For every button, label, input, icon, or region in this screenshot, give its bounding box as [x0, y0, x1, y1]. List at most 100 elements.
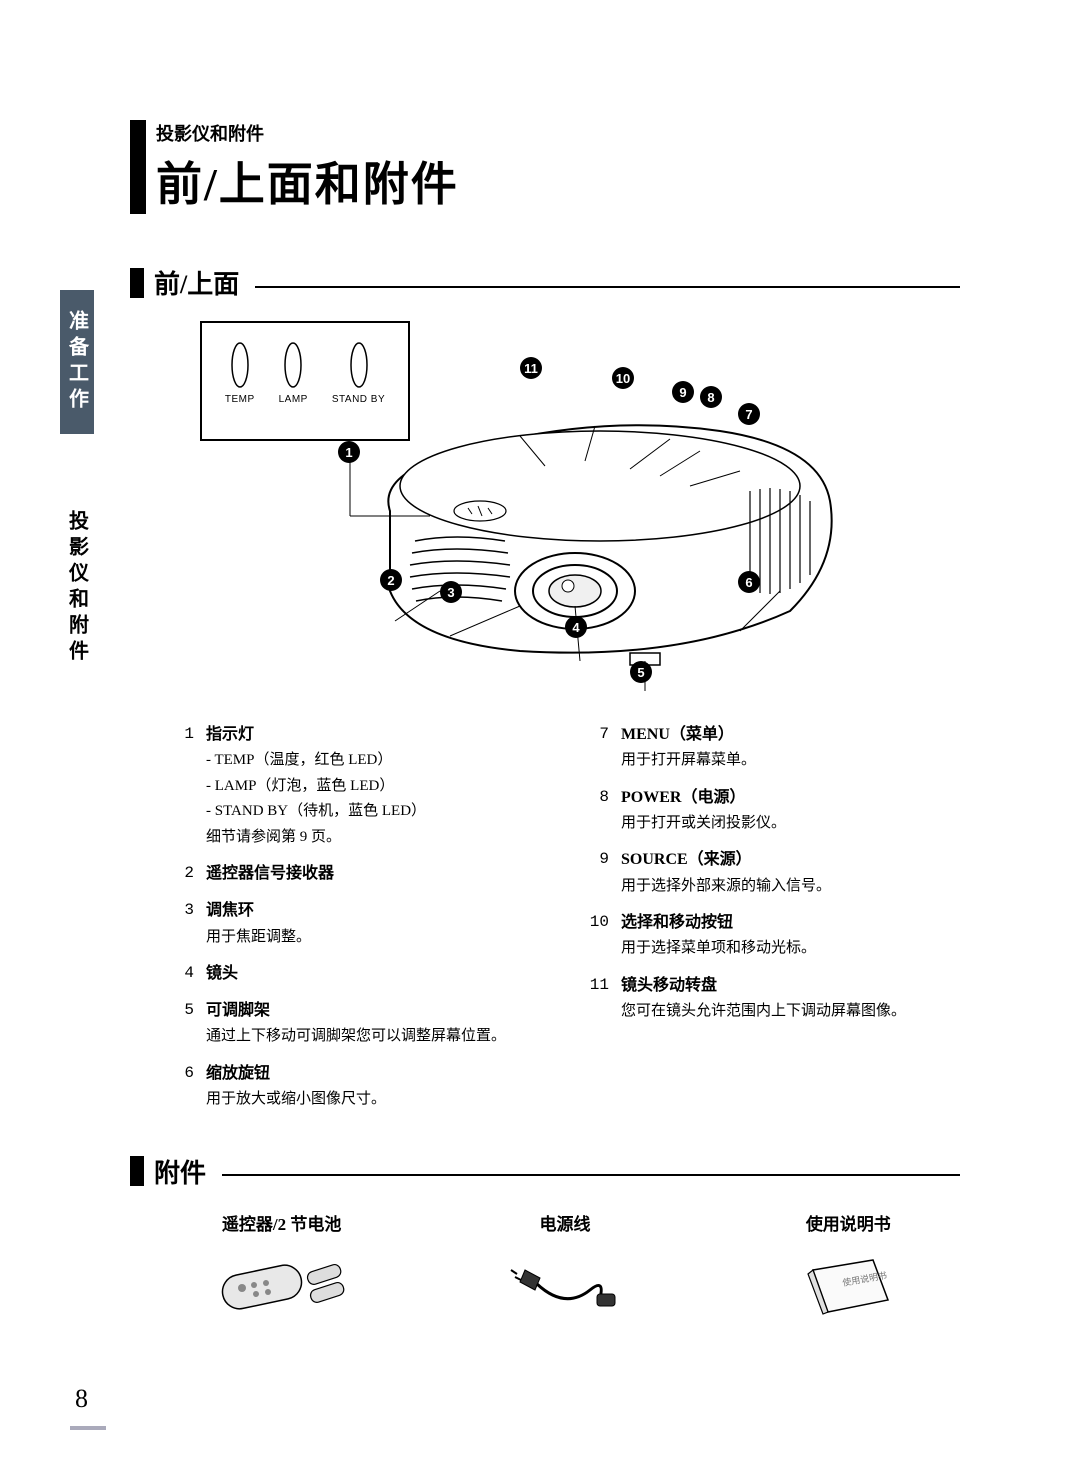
- feature-desc: - TEMP（温度，红色 LED）: [206, 748, 545, 774]
- feature-desc: 用于打开或关闭投影仪。: [621, 811, 960, 837]
- feature-number: 5: [170, 997, 194, 1050]
- feature-body: 选择和移动按钮用于选择菜单项和移动光标。: [621, 909, 960, 962]
- feature-title: 镜头: [206, 960, 545, 987]
- accessory-list: 遥控器/2 节电池 电源线: [170, 1210, 960, 1325]
- feature-number: 6: [170, 1060, 194, 1113]
- feature-body: 镜头移动转盘您可在镜头允许范围内上下调动屏幕图像。: [621, 972, 960, 1025]
- feature-item: 9SOURCE（来源）用于选择外部来源的输入信号。: [585, 846, 960, 899]
- feature-desc: 通过上下移动可调脚架您可以调整屏幕位置。: [206, 1024, 545, 1050]
- feature-desc: 用于选择菜单项和移动光标。: [621, 936, 960, 962]
- callout-6: 6: [738, 571, 760, 593]
- page-header: 投影仪和附件 前/上面和附件: [130, 120, 960, 214]
- side-tab-projector-label: 投影仪和附件: [63, 510, 92, 666]
- remote-icon: [170, 1245, 393, 1325]
- feature-item: 7MENU（菜单）用于打开屏幕菜单。: [585, 721, 960, 774]
- feature-item: 4 镜头: [170, 960, 545, 987]
- feature-body: 遥控器信号接收器: [206, 860, 545, 887]
- accent-bar-icon: [130, 268, 144, 298]
- feature-title: SOURCE（来源）: [621, 846, 960, 873]
- section1-heading: 前/上面: [154, 264, 239, 301]
- led-lamp-label: LAMP: [279, 394, 308, 405]
- feature-item: 2 遥控器信号接收器: [170, 860, 545, 887]
- feature-desc: 您可在镜头允许范围内上下调动屏幕图像。: [621, 999, 960, 1025]
- feature-number: 2: [170, 860, 194, 887]
- feature-body: MENU（菜单）用于打开屏幕菜单。: [621, 721, 960, 774]
- section-front-top: 前/上面: [130, 264, 960, 301]
- callout-9: 9: [672, 381, 694, 403]
- accessory-power-title: 电源线: [453, 1210, 676, 1235]
- side-tab-prep: 准备工作: [60, 290, 94, 434]
- feature-title: 可调脚架: [206, 997, 545, 1024]
- feature-body: 镜头: [206, 960, 545, 987]
- accessory-manual-title: 使用说明书: [737, 1210, 960, 1235]
- led-temp: TEMP: [225, 342, 255, 405]
- led-lamp: LAMP: [279, 342, 308, 405]
- feature-desc: 用于放大或缩小图像尺寸。: [206, 1087, 545, 1113]
- feature-body: 调焦环用于焦距调整。: [206, 897, 545, 950]
- feature-item: 8POWER（电源）用于打开或关闭投影仪。: [585, 784, 960, 837]
- feature-col-right: 7MENU（菜单）用于打开屏幕菜单。8POWER（电源）用于打开或关闭投影仪。9…: [585, 721, 960, 1123]
- callout-11: 11: [520, 357, 542, 379]
- divider: [255, 286, 960, 288]
- feature-number: 10: [585, 909, 609, 962]
- feature-title: 遥控器信号接收器: [206, 860, 545, 887]
- feature-number: 7: [585, 721, 609, 774]
- header-overline: 投影仪和附件: [156, 120, 264, 150]
- feature-body: POWER（电源）用于打开或关闭投影仪。: [621, 784, 960, 837]
- callout-5: 5: [630, 661, 652, 683]
- feature-desc: 用于焦距调整。: [206, 925, 545, 951]
- accessory-manual: 使用说明书 使用说明书: [737, 1210, 960, 1325]
- accessory-remote: 遥控器/2 节电池: [170, 1210, 393, 1325]
- callout-3: 3: [440, 581, 462, 603]
- feature-desc: 用于选择外部来源的输入信号。: [621, 874, 960, 900]
- page-number: 8: [75, 1384, 88, 1414]
- feature-desc: - STAND BY（待机，蓝色 LED）: [206, 799, 545, 825]
- feature-number: 9: [585, 846, 609, 899]
- feature-item: 6缩放旋钮用于放大或缩小图像尺寸。: [170, 1060, 545, 1113]
- feature-number: 3: [170, 897, 194, 950]
- accessory-remote-title: 遥控器/2 节电池: [170, 1210, 393, 1235]
- feature-number: 4: [170, 960, 194, 987]
- section2-heading: 附件: [154, 1153, 206, 1190]
- callout-7: 7: [738, 403, 760, 425]
- projector-icon: [320, 391, 850, 691]
- feature-title: 选择和移动按钮: [621, 909, 960, 936]
- feature-title: POWER（电源）: [621, 784, 960, 811]
- page-title: 前/上面和附件: [156, 148, 459, 214]
- callout-4: 4: [565, 616, 587, 638]
- feature-body: 可调脚架通过上下移动可调脚架您可以调整屏幕位置。: [206, 997, 545, 1050]
- feature-item: 10选择和移动按钮用于选择菜单项和移动光标。: [585, 909, 960, 962]
- callout-10: 10: [612, 367, 634, 389]
- section-accessories: 附件: [130, 1153, 960, 1190]
- feature-number: 1: [170, 721, 194, 850]
- feature-item: 5可调脚架通过上下移动可调脚架您可以调整屏幕位置。: [170, 997, 545, 1050]
- feature-desc: 细节请参阅第 9 页。: [206, 825, 545, 851]
- feature-body: SOURCE（来源）用于选择外部来源的输入信号。: [621, 846, 960, 899]
- feature-title: 指示灯: [206, 721, 545, 748]
- accent-bar-icon: [130, 1156, 144, 1186]
- feature-title: 调焦环: [206, 897, 545, 924]
- feature-item: 11镜头移动转盘您可在镜头允许范围内上下调动屏幕图像。: [585, 972, 960, 1025]
- feature-title: 镜头移动转盘: [621, 972, 960, 999]
- divider: [222, 1174, 960, 1176]
- page-number-underline: [70, 1426, 106, 1430]
- feature-list: 1指示灯- TEMP（温度，红色 LED）- LAMP（灯泡，蓝色 LED）- …: [170, 721, 960, 1123]
- page-content: 投影仪和附件 前/上面和附件 前/上面 TEMP LAMP STAND BY: [130, 120, 960, 1325]
- feature-item: 3调焦环用于焦距调整。: [170, 897, 545, 950]
- feature-item: 1指示灯- TEMP（温度，红色 LED）- LAMP（灯泡，蓝色 LED）- …: [170, 721, 545, 850]
- side-tab-prep-label: 准备工作: [63, 310, 92, 414]
- feature-desc: 用于打开屏幕菜单。: [621, 748, 960, 774]
- led-temp-label: TEMP: [225, 394, 255, 405]
- accessory-power-cord: 电源线: [453, 1210, 676, 1325]
- feature-desc: - LAMP（灯泡，蓝色 LED）: [206, 774, 545, 800]
- feature-number: 8: [585, 784, 609, 837]
- feature-title: MENU（菜单）: [621, 721, 960, 748]
- power-cord-icon: [453, 1245, 676, 1325]
- feature-number: 11: [585, 972, 609, 1025]
- feature-body: 缩放旋钮用于放大或缩小图像尺寸。: [206, 1060, 545, 1113]
- feature-col-left: 1指示灯- TEMP（温度，红色 LED）- LAMP（灯泡，蓝色 LED）- …: [170, 721, 545, 1123]
- manual-icon: 使用说明书: [737, 1245, 960, 1325]
- callout-8: 8: [700, 386, 722, 408]
- side-tab-projector: 投影仪和附件: [60, 490, 94, 686]
- feature-body: 指示灯- TEMP（温度，红色 LED）- LAMP（灯泡，蓝色 LED）- S…: [206, 721, 545, 850]
